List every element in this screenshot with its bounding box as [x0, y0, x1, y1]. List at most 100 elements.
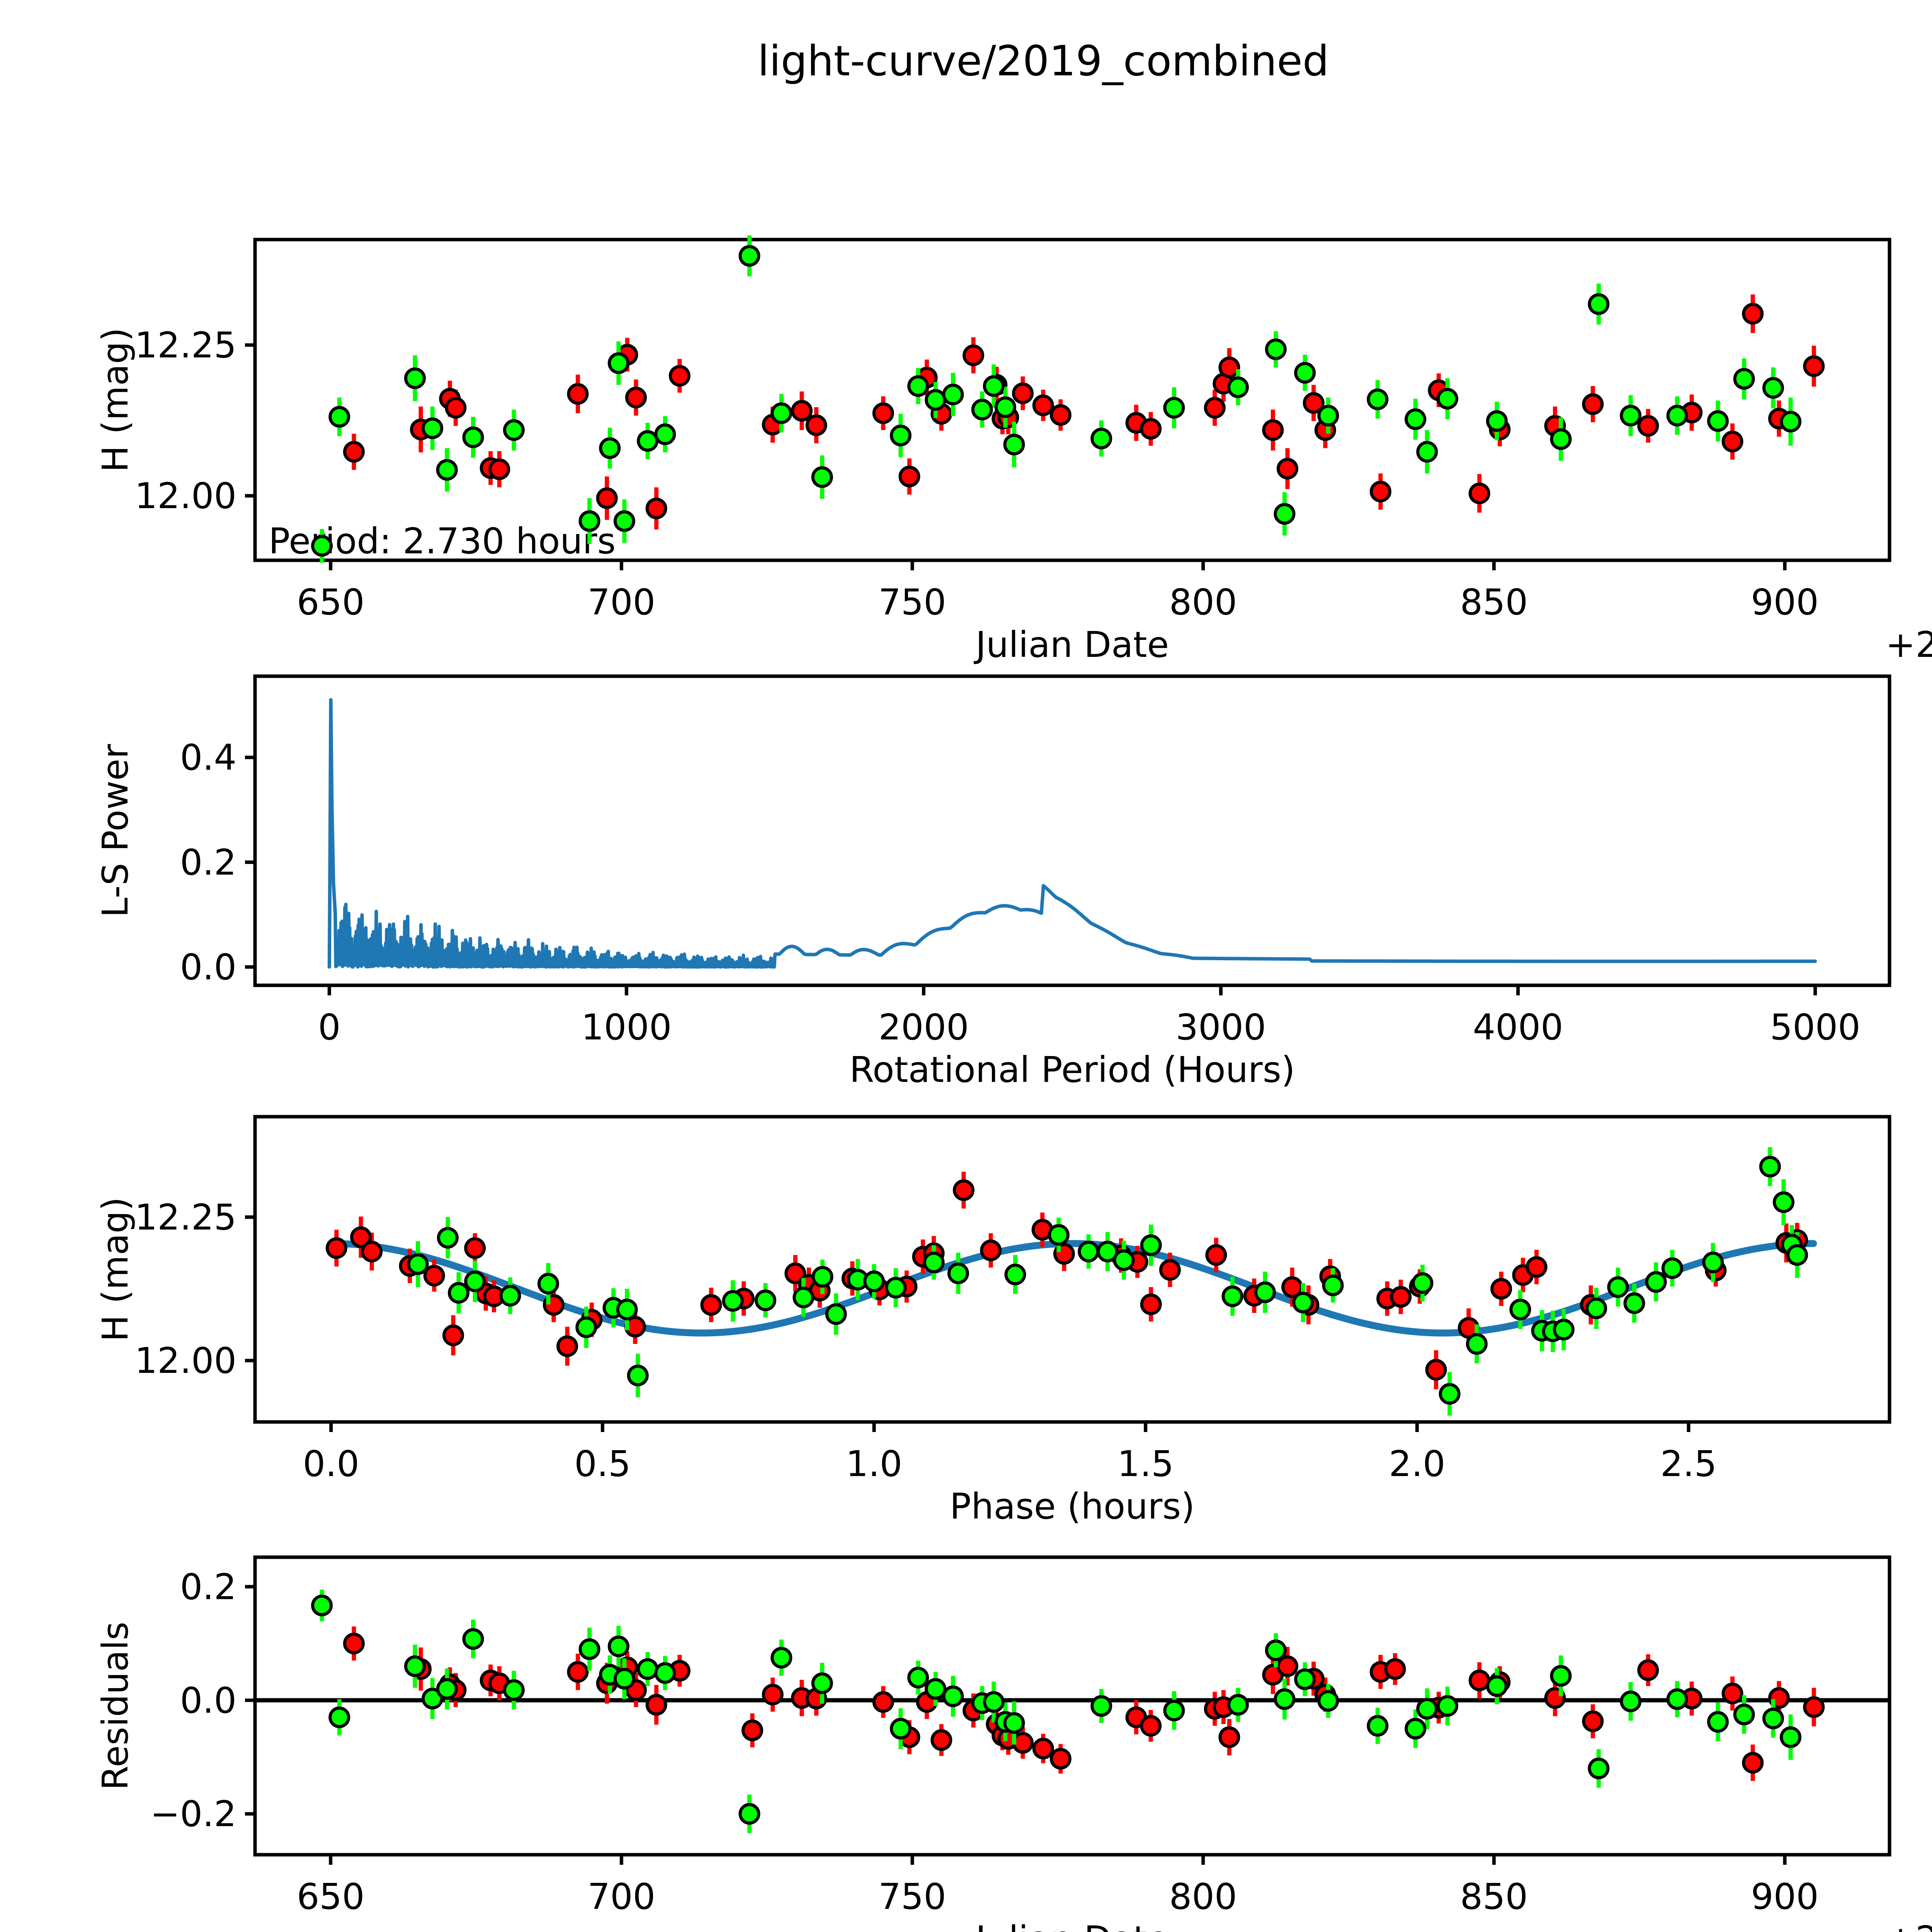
- data-point: [889, 425, 912, 447]
- xaxis-label-residuals: Julian Date: [974, 1918, 1169, 1932]
- data-point: [1486, 410, 1508, 432]
- data-point: [637, 430, 659, 452]
- data-point: [1004, 1264, 1026, 1286]
- xtick-label-periodogram-2: 2000: [878, 1007, 969, 1048]
- data-point: [1032, 395, 1054, 417]
- data-point: [1090, 427, 1112, 449]
- data-point: [762, 1684, 784, 1706]
- xtick-label-phasefold-1: 0.5: [574, 1443, 631, 1485]
- ytick-label-phasefold-0: 12.00: [135, 1340, 236, 1381]
- xaxis-label-phasefold: Phase (hours): [950, 1486, 1195, 1527]
- xtick-label-phasefold-4: 2.0: [1389, 1443, 1445, 1485]
- data-point: [1218, 1726, 1240, 1748]
- data-point: [645, 497, 667, 519]
- data-point: [811, 1672, 833, 1694]
- ytick-label-periodogram-2: 0.4: [180, 737, 236, 778]
- data-point: [1490, 1278, 1512, 1300]
- data-point: [1140, 1234, 1162, 1256]
- xtick-label-phasefold-3: 1.5: [1117, 1443, 1174, 1485]
- data-point: [722, 1290, 744, 1312]
- data-point: [616, 1298, 638, 1320]
- data-point: [464, 1237, 486, 1259]
- data-point: [1607, 1276, 1629, 1298]
- data-point: [700, 1294, 722, 1316]
- data-point: [503, 419, 525, 441]
- data-point: [627, 1364, 649, 1386]
- axes-frame-lightcurve: [253, 238, 1891, 562]
- data-point: [328, 406, 350, 428]
- xtick-label-residuals-3: 800: [1169, 1876, 1237, 1917]
- panel-lightcurve: 650 700 750 800 850 900 12.00 12.25 Julian Date H…: [95, 235, 1932, 665]
- data-point: [613, 1668, 635, 1690]
- data-point: [499, 1285, 521, 1307]
- data-point: [1274, 1688, 1296, 1710]
- data-point: [1416, 1698, 1438, 1720]
- data-point: [1317, 1690, 1339, 1712]
- data-point: [1702, 1252, 1724, 1274]
- data-point: [1367, 388, 1389, 410]
- xtick-label-residuals-0: 650: [297, 1876, 365, 1917]
- data-point: [407, 1253, 429, 1275]
- data-point: [1733, 1704, 1755, 1726]
- data-point: [1227, 376, 1249, 398]
- data-point: [328, 1706, 350, 1728]
- data-point: [1276, 1655, 1298, 1677]
- data-point: [654, 1662, 676, 1684]
- datapoints-green-lightcurve: [311, 245, 1802, 557]
- data-point: [1425, 1359, 1447, 1381]
- data-point: [1412, 1272, 1434, 1294]
- data-point: [1661, 1257, 1683, 1279]
- yaxis-label-lightcurve: H (mag): [95, 328, 136, 473]
- xtick-label-phasefold-2: 1.0: [846, 1443, 902, 1485]
- ytick-label-periodogram-1: 0.2: [180, 842, 236, 883]
- data-point: [607, 352, 629, 374]
- axes-frame-periodogram: [253, 674, 1891, 987]
- data-point: [1585, 1297, 1607, 1319]
- data-point: [645, 1694, 667, 1716]
- data-point: [1509, 1298, 1531, 1320]
- data-point: [1369, 481, 1391, 503]
- data-point: [462, 1628, 484, 1650]
- data-point: [971, 398, 993, 420]
- xtick-label-residuals-1: 700: [588, 1876, 656, 1917]
- data-point: [947, 1262, 969, 1284]
- data-point: [1003, 434, 1025, 456]
- data-point: [1204, 397, 1226, 419]
- data-point: [1620, 405, 1642, 427]
- ytick-label-residuals-1: 0.0: [180, 1680, 236, 1721]
- data-point: [1742, 1752, 1764, 1774]
- data-point: [1294, 1668, 1316, 1690]
- data-point: [805, 414, 827, 436]
- data-point: [1637, 1659, 1659, 1681]
- data-point: [343, 441, 365, 463]
- xaxis-label-lightcurve: Julian Date: [974, 624, 1169, 665]
- data-point: [575, 1316, 597, 1338]
- data-point: [930, 1729, 952, 1751]
- data-point: [738, 1803, 760, 1825]
- data-point: [1742, 303, 1764, 325]
- xtick-label-residuals-4: 850: [1460, 1876, 1528, 1917]
- data-point: [422, 1687, 444, 1709]
- data-point: [1436, 1695, 1458, 1717]
- data-point: [1221, 1285, 1243, 1307]
- data-point: [1759, 1156, 1781, 1178]
- data-point: [1721, 1682, 1743, 1704]
- yaxis-label-phasefold: H (mag): [95, 1197, 136, 1342]
- ytick-label-lightcurve-1: 12.25: [135, 325, 236, 366]
- data-point: [1666, 1688, 1688, 1710]
- xaxis-offset-residuals: +2.4580000000e6: [1886, 1918, 1932, 1932]
- data-point: [311, 535, 333, 557]
- ytick-label-periodogram-0: 0.0: [180, 947, 236, 988]
- data-point: [825, 1303, 847, 1325]
- data-point: [1733, 368, 1755, 390]
- data-point: [942, 1685, 964, 1708]
- data-point: [1163, 397, 1185, 419]
- data-point: [1707, 1711, 1729, 1733]
- data-point: [1707, 410, 1729, 432]
- data-point: [625, 386, 647, 408]
- datapoints-green-residuals: [311, 1594, 1802, 1825]
- xtick-label-periodogram-5: 5000: [1770, 1007, 1861, 1048]
